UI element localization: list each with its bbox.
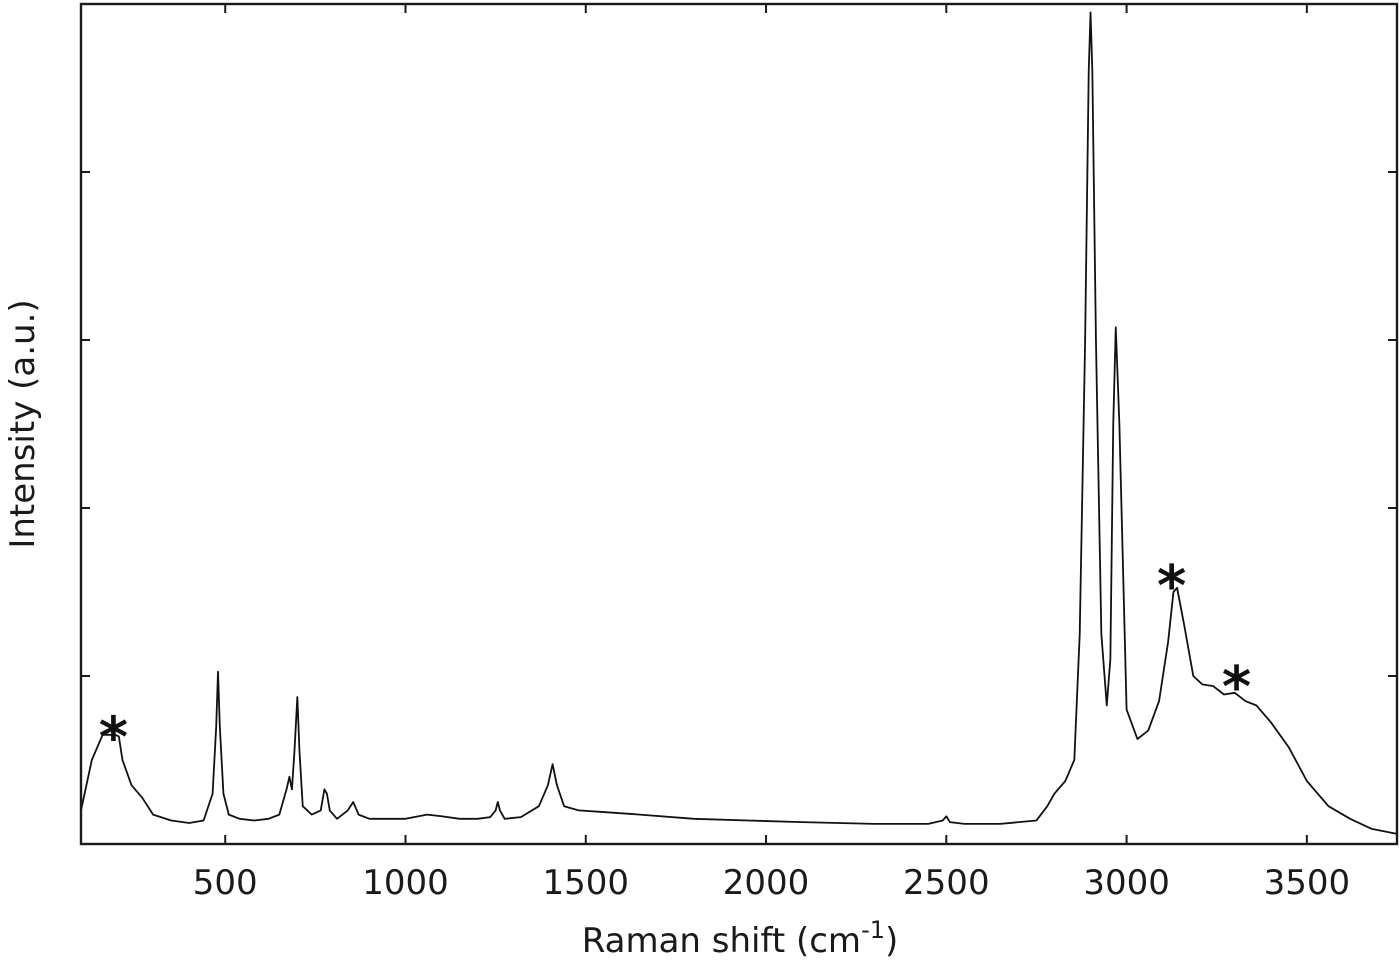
spectrum-line-0 bbox=[80, 11, 1398, 835]
x-tick-label-2500: 2500 bbox=[903, 863, 990, 903]
x-tick-label-500: 500 bbox=[193, 863, 258, 903]
series-group bbox=[80, 11, 1398, 835]
x-tick-label-2000: 2000 bbox=[723, 863, 810, 903]
x-axis-label-suffix: ) bbox=[885, 921, 898, 960]
x-axis-label-superscript: -1 bbox=[861, 916, 885, 944]
x-tick-label-1000: 1000 bbox=[362, 863, 449, 903]
annotation-asterisk-1: * bbox=[1157, 554, 1186, 619]
x-tick-label-3000: 3000 bbox=[1083, 863, 1170, 903]
y-axis-label: Intensity (a.u.) bbox=[3, 299, 43, 548]
annotations: * * * bbox=[99, 554, 1251, 770]
annotation-asterisk-0: * bbox=[99, 705, 128, 770]
x-tick-labels: 500 1000 1500 2000 2500 3000 3500 bbox=[193, 863, 1350, 903]
axis-ticks bbox=[81, 4, 1397, 844]
x-axis-label-main: Raman shift (cm bbox=[582, 921, 861, 960]
x-axis-label: Raman shift (cm-1) bbox=[582, 916, 899, 960]
x-tick-label-3500: 3500 bbox=[1264, 863, 1351, 903]
x-tick-label-1500: 1500 bbox=[543, 863, 630, 903]
annotation-asterisk-2: * bbox=[1222, 655, 1251, 720]
plot-frame bbox=[79, 2, 1399, 846]
